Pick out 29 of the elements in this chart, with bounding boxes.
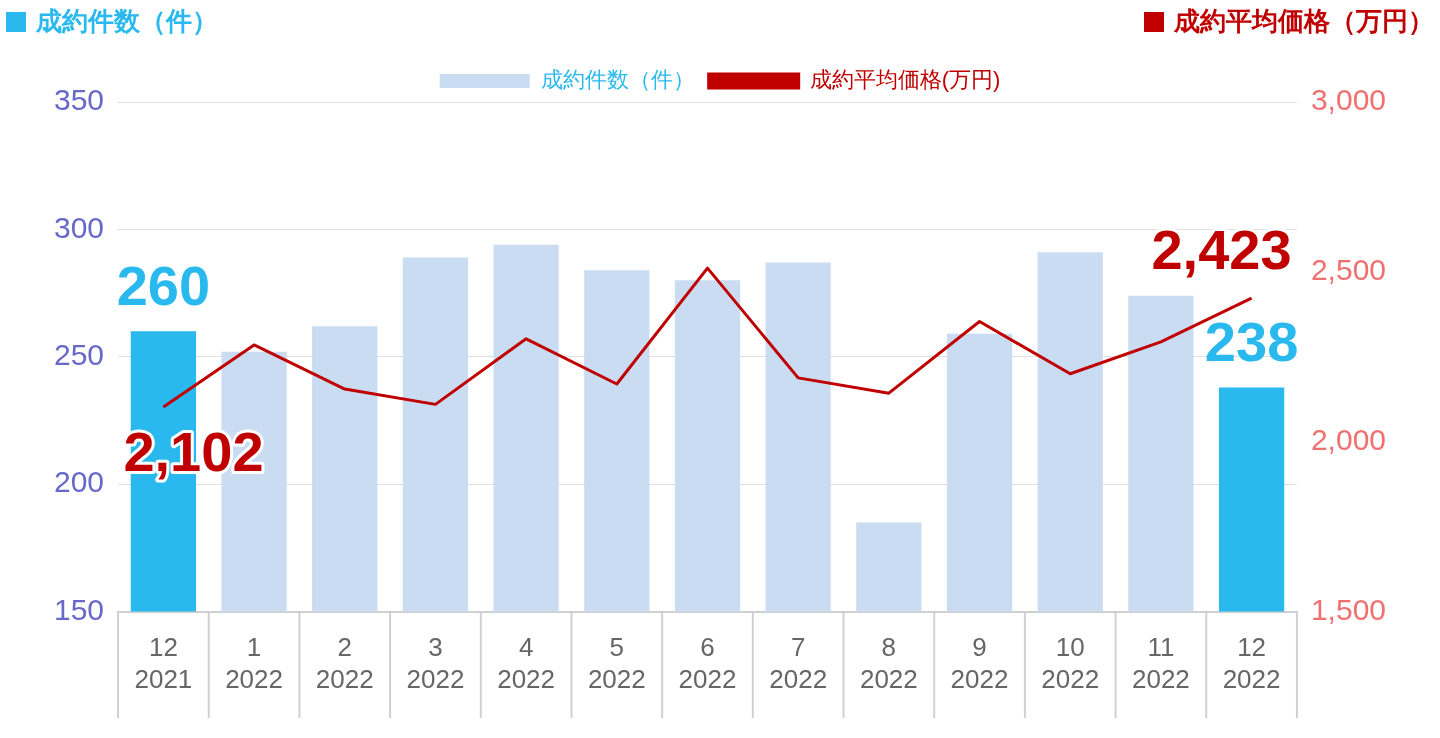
y2-tick-label: 3,000	[1310, 83, 1386, 117]
x-tick-label: 12 2022	[1222, 632, 1281, 694]
x-tick-label: 7 2022	[769, 632, 828, 694]
data-label: 238	[1204, 309, 1299, 373]
legend-label: 成約件数（件）	[540, 67, 695, 93]
y-axis-title: 成約件数（件）	[36, 5, 218, 38]
x-tick-label: 6 2022	[678, 632, 737, 694]
x-tick-label: 1 2022	[225, 632, 283, 694]
legend-label: 成約平均価格(万円)	[809, 67, 1001, 93]
x-tick-label: 4 2022	[497, 632, 556, 694]
x-tick-label: 3 2022	[406, 632, 465, 694]
y-tick-label: 300	[53, 210, 105, 244]
y2-tick-label: 1,500	[1310, 592, 1386, 626]
y2-tick-label: 2,500	[1310, 253, 1386, 287]
y-tick-label: 150	[53, 592, 105, 626]
x-tick-label: 11 2022	[1131, 632, 1190, 694]
data-label: 260	[116, 253, 211, 317]
data-label: 2,423	[1151, 218, 1292, 282]
x-tick-label: 5 2022	[587, 632, 646, 694]
y2-tick-label: 2,000	[1310, 423, 1386, 456]
y-tick-label: 200	[53, 465, 105, 499]
x-tick-label: 8 2022	[859, 632, 918, 694]
y2-axis-title: 成約平均価格（万円）	[1174, 5, 1434, 38]
y-tick-label: 250	[53, 338, 105, 372]
y-tick-label: 350	[53, 83, 105, 117]
x-tick-label: 2 2022	[315, 632, 374, 694]
x-tick-label: 10 2022	[1041, 632, 1100, 694]
x-tick-label: 12 2021	[134, 632, 193, 694]
x-tick-label: 9 2022	[950, 632, 1009, 694]
